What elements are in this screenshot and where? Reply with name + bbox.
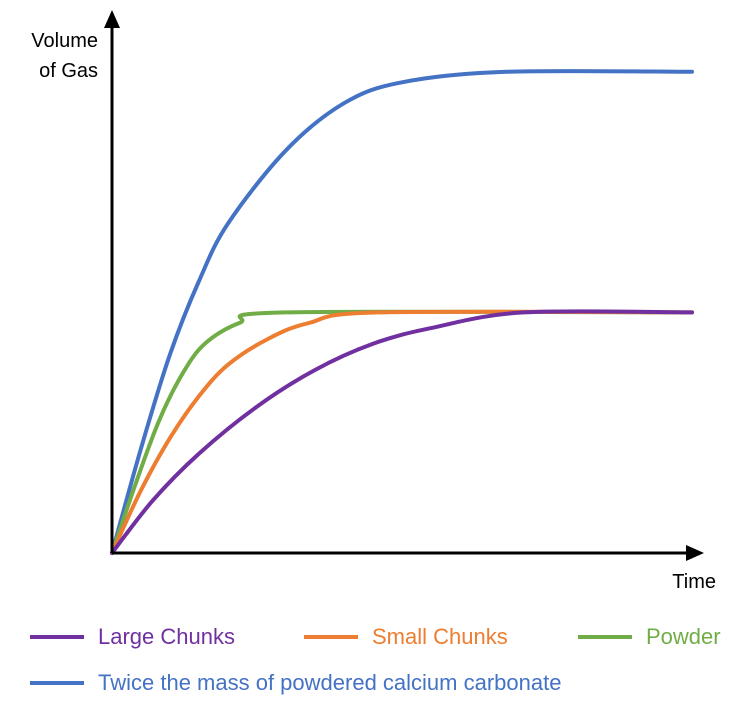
legend-item-powder: Powder — [578, 624, 721, 649]
y-axis-label-line-1: Volume — [31, 30, 98, 52]
y-axis-label-line-2: of Gas — [39, 60, 98, 82]
series-line-large-chunks — [110, 309, 694, 555]
legend-item-small-chunks: Small Chunks — [304, 624, 508, 649]
x-axis-arrowhead — [686, 545, 704, 561]
legend-label-powder: Powder — [646, 624, 721, 649]
series-line-twice-the-mass-of-powdered-calcium-carbonate — [110, 69, 694, 555]
legend-item-large-chunks: Large Chunks — [30, 624, 235, 649]
series-line-powder — [110, 309, 694, 555]
y-axis-arrowhead — [104, 10, 120, 28]
x-axis-label: Time — [672, 571, 716, 593]
series-line-small-chunks — [110, 309, 694, 555]
legend: Large Chunks Small Chunks Powder Twice the … — [30, 624, 721, 695]
legend-item-twice-the-mass-of-powdered-calcium-carbonate: Twice the mass of powdered calcium carbo… — [30, 670, 561, 695]
axes — [104, 10, 704, 561]
legend-label-large-chunks: Large Chunks — [98, 624, 235, 649]
legend-label-small-chunks: Small Chunks — [372, 624, 508, 649]
series-lines — [110, 69, 694, 555]
plot-area: Volume of Gas Time — [31, 10, 716, 593]
legend-label-twice-the-mass-of-powdered-calcium-carbonate: Twice the mass of powdered calcium carbo… — [98, 670, 561, 695]
